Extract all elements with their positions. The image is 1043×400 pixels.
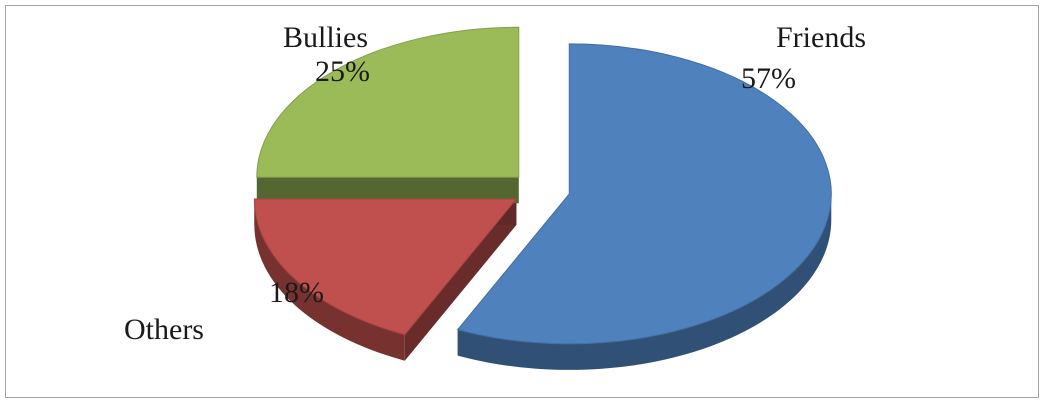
slice-label-others: Others [124,313,204,346]
pie-slice-others [253,198,518,336]
slice-label-bullies: Bullies [283,21,368,54]
slice-percent-bullies: 25% [315,55,370,88]
slice-wall-start-others [404,199,517,361]
pie-slice-bullies [256,26,520,178]
slice-label-friends: Friends [776,21,866,54]
slice-side-others [254,199,405,361]
slice-wall-start-bullies [256,177,519,204]
slice-side-friends [457,193,832,370]
slice-percent-friends: 57% [741,62,796,95]
pie-faces [253,26,832,345]
pie-slice-friends [456,43,832,345]
slice-percent-others: 18% [269,276,324,309]
